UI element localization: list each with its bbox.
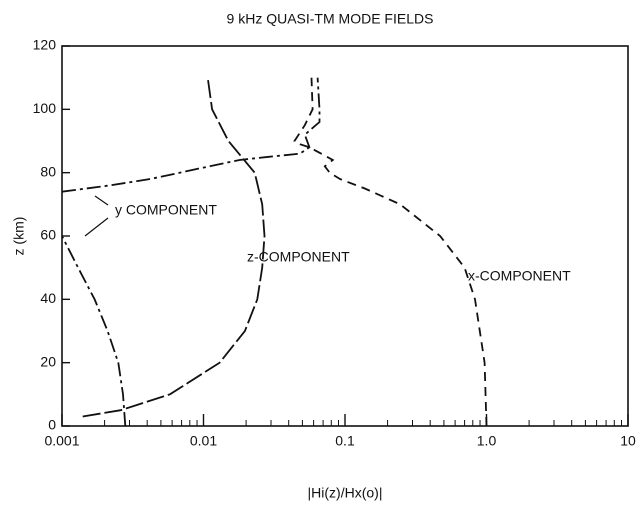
x-tick-label: 0.1	[335, 433, 355, 449]
y-axis-label: z (km)	[11, 217, 27, 256]
y-tick-label: 0	[48, 417, 56, 433]
x-axis-label: |Hi(z)/Hx(o)|	[308, 485, 383, 501]
y-tick-label: 20	[40, 353, 56, 369]
series-line	[82, 77, 266, 418]
x-tick-label: 1.0	[477, 433, 497, 449]
z-component-label: z-COMPONENT	[247, 249, 350, 265]
chart-title: 9 kHz QUASI-TM MODE FIELDS	[227, 11, 434, 27]
x-tick-label: 0.001	[44, 433, 79, 449]
y-tick-label: 120	[33, 37, 57, 53]
plot-frame	[61, 45, 629, 427]
x-tick-label: 10	[620, 433, 636, 449]
y-tick-label: 80	[40, 163, 56, 179]
series-line	[61, 77, 321, 427]
y-tick-label: 60	[40, 227, 56, 243]
x-tick-label: 0.01	[190, 433, 217, 449]
annotation-arrow	[94, 195, 109, 206]
y-component-label: y COMPONENT	[115, 202, 217, 218]
y-tick-label: 100	[33, 100, 57, 116]
annotation-arrow	[84, 217, 109, 237]
series-line	[293, 77, 488, 427]
x-component-label: x-COMPONENT	[468, 268, 571, 284]
y-tick-label: 40	[40, 290, 56, 306]
